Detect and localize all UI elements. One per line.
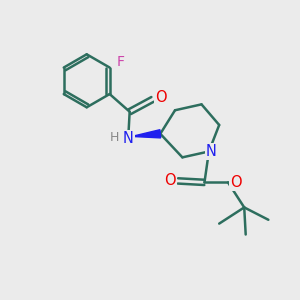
Text: O: O xyxy=(155,90,167,105)
Text: O: O xyxy=(230,175,242,190)
Text: H: H xyxy=(110,131,119,144)
Text: N: N xyxy=(123,131,134,146)
Text: O: O xyxy=(164,173,176,188)
Polygon shape xyxy=(132,130,161,138)
Text: N: N xyxy=(206,144,217,159)
Text: F: F xyxy=(117,55,125,69)
